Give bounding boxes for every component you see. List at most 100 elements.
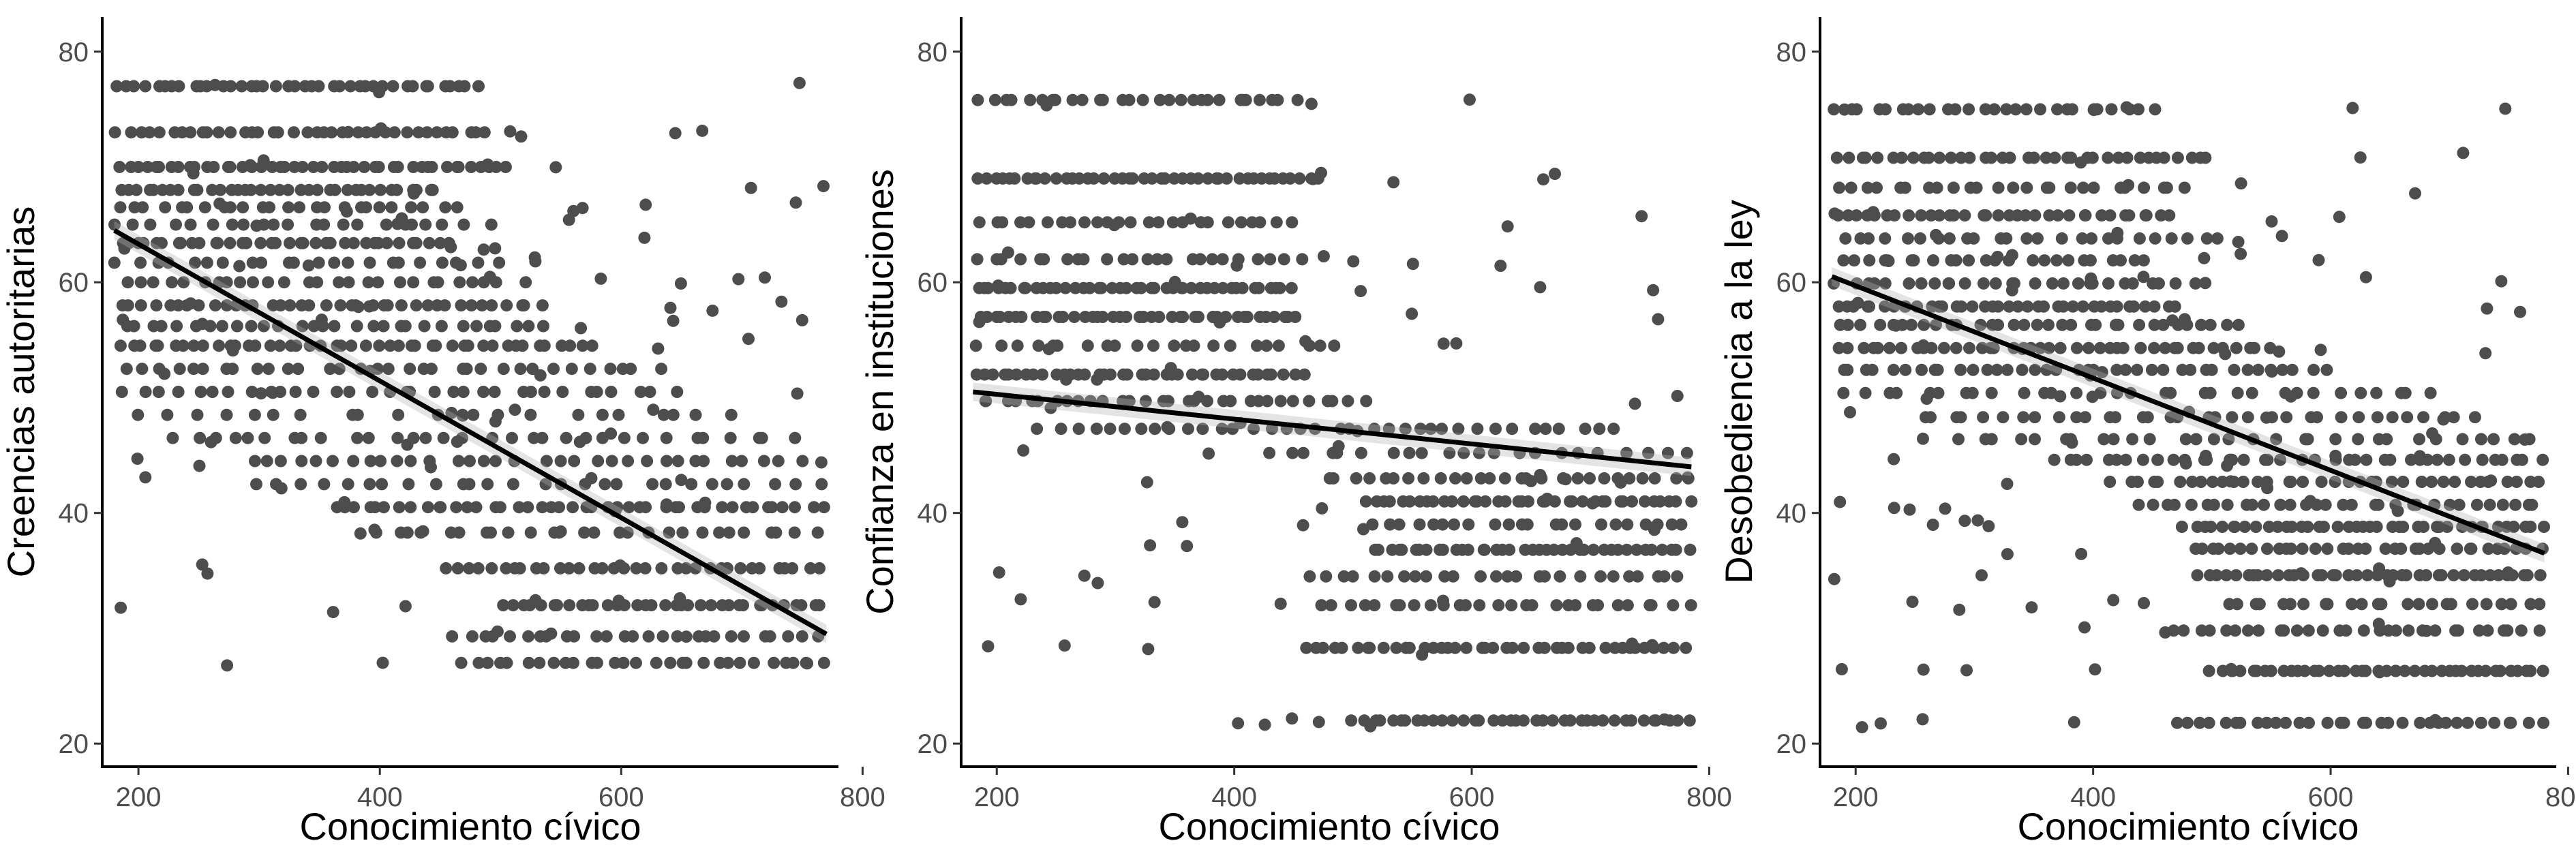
data-point (2361, 569, 2374, 582)
data-point (1828, 103, 1840, 116)
data-point (489, 415, 502, 428)
data-point (2095, 300, 2108, 313)
data-point (2110, 363, 2123, 376)
data-point (1841, 318, 1854, 331)
data-point (738, 630, 750, 643)
data-point (1404, 495, 1416, 508)
data-point (489, 455, 502, 468)
data-point (1416, 648, 1429, 661)
data-point (980, 172, 993, 185)
data-point (489, 242, 502, 255)
data-point (1626, 637, 1639, 650)
data-point (1457, 446, 1470, 459)
data-point (2510, 476, 2523, 488)
data-point (1462, 518, 1475, 531)
data-point (2079, 209, 2092, 222)
data-point (1974, 318, 1987, 331)
data-point (1320, 570, 1333, 583)
data-point (2329, 569, 2342, 582)
data-point (529, 594, 542, 607)
data-point (446, 126, 459, 139)
data-point (1639, 495, 1651, 508)
data-point (374, 183, 387, 196)
data-point (2029, 433, 2041, 446)
data-point (763, 630, 776, 643)
data-point (246, 256, 259, 269)
data-point (1592, 599, 1605, 612)
data-point (130, 183, 142, 196)
data-point (224, 80, 237, 93)
data-point (1546, 714, 1559, 727)
data-point (166, 276, 179, 289)
data-point (2309, 542, 2322, 555)
data-point (612, 594, 625, 607)
data-point (2234, 664, 2247, 677)
data-point (453, 526, 466, 539)
data-point (1201, 216, 1214, 229)
data-point (1556, 518, 1569, 531)
data-point (466, 630, 479, 643)
data-point (2211, 232, 2224, 245)
data-point (1258, 718, 1271, 731)
data-point (1988, 103, 2001, 116)
data-point (1078, 368, 1091, 381)
data-point (224, 126, 237, 139)
data-point (1903, 503, 1916, 516)
data-point (461, 501, 474, 514)
data-point (314, 431, 327, 444)
data-point (551, 599, 564, 612)
data-point (477, 386, 490, 398)
data-point (444, 80, 457, 93)
data-point (1991, 251, 2004, 263)
data-point (1844, 405, 1856, 418)
data-point (795, 599, 808, 612)
data-point (1095, 281, 1108, 294)
data-point (1669, 543, 1682, 556)
data-point (1390, 641, 1403, 654)
data-point (1472, 714, 1485, 727)
data-point (494, 501, 506, 514)
data-point (2057, 300, 2070, 313)
data-point (2001, 363, 2014, 376)
data-point (1316, 641, 1329, 654)
data-point (1954, 411, 1967, 424)
data-point (1861, 181, 1874, 194)
data-point (1374, 714, 1387, 727)
data-point (660, 431, 673, 444)
data-point (659, 599, 672, 612)
data-point (536, 431, 549, 444)
data-point (460, 363, 473, 376)
data-point (226, 344, 239, 357)
data-point (436, 256, 449, 269)
data-point (680, 656, 693, 669)
data-point (638, 231, 651, 244)
data-point (2440, 716, 2453, 729)
data-point (1081, 339, 1094, 352)
x-axis-title: Conocimiento cívico (2017, 805, 2359, 848)
data-point (1126, 172, 1139, 185)
data-point (2261, 453, 2274, 466)
data-point (1087, 172, 1100, 185)
data-point (1387, 176, 1400, 189)
data-point (573, 435, 586, 448)
data-point (522, 320, 535, 333)
data-point (425, 363, 438, 376)
data-point (596, 562, 609, 574)
data-point (1291, 93, 1304, 106)
data-point (2524, 521, 2537, 533)
data-point (416, 201, 429, 214)
data-point (1971, 514, 1984, 527)
data-point (2250, 664, 2263, 677)
data-point (2429, 714, 2442, 726)
data-point (297, 236, 309, 249)
data-point (136, 363, 149, 376)
data-point (1635, 210, 1648, 223)
data-point (674, 277, 687, 290)
data-point (278, 161, 291, 173)
data-point (2132, 103, 2145, 116)
data-point (2231, 386, 2244, 399)
data-point (1970, 181, 1983, 194)
data-point (1594, 570, 1607, 583)
data-point (2284, 390, 2297, 403)
data-point (2139, 300, 2151, 313)
